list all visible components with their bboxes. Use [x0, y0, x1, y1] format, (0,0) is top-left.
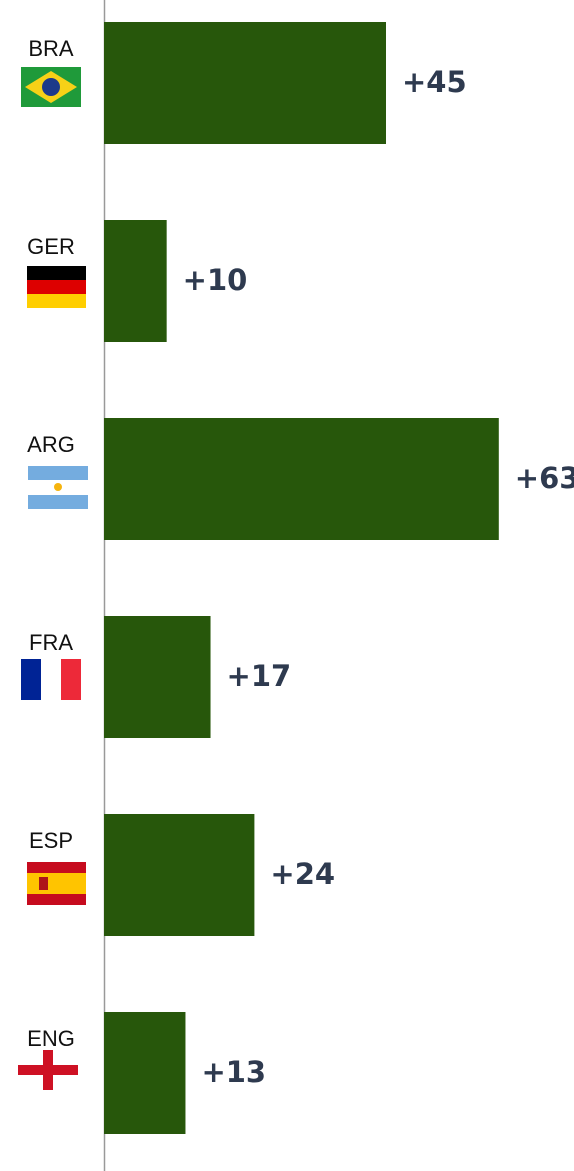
- category-label: GER: [27, 234, 75, 259]
- value-label: +17: [227, 659, 292, 693]
- bar: [104, 616, 211, 738]
- bar: [104, 220, 167, 342]
- bar: [104, 814, 255, 936]
- value-label: +24: [270, 857, 335, 891]
- flag-bra: [21, 67, 81, 107]
- flags: [18, 67, 88, 1090]
- flag-arg: [28, 466, 88, 509]
- category-label: ENG: [27, 1026, 75, 1051]
- value-label: +10: [183, 263, 248, 297]
- bar: [104, 22, 386, 144]
- category-label: ESP: [29, 828, 73, 853]
- category-label: FRA: [29, 630, 73, 655]
- flag-ger: [27, 266, 86, 308]
- value-label: +45: [402, 65, 467, 99]
- flag-fra: [21, 659, 81, 700]
- value-label: +63: [515, 461, 574, 495]
- bar: [104, 418, 499, 540]
- flag-esp: [27, 862, 86, 905]
- category-label: BRA: [28, 36, 74, 61]
- bar: [104, 1012, 186, 1134]
- category-label: ARG: [27, 432, 75, 457]
- value-label: +13: [201, 1055, 266, 1089]
- flag-eng: [18, 1050, 78, 1090]
